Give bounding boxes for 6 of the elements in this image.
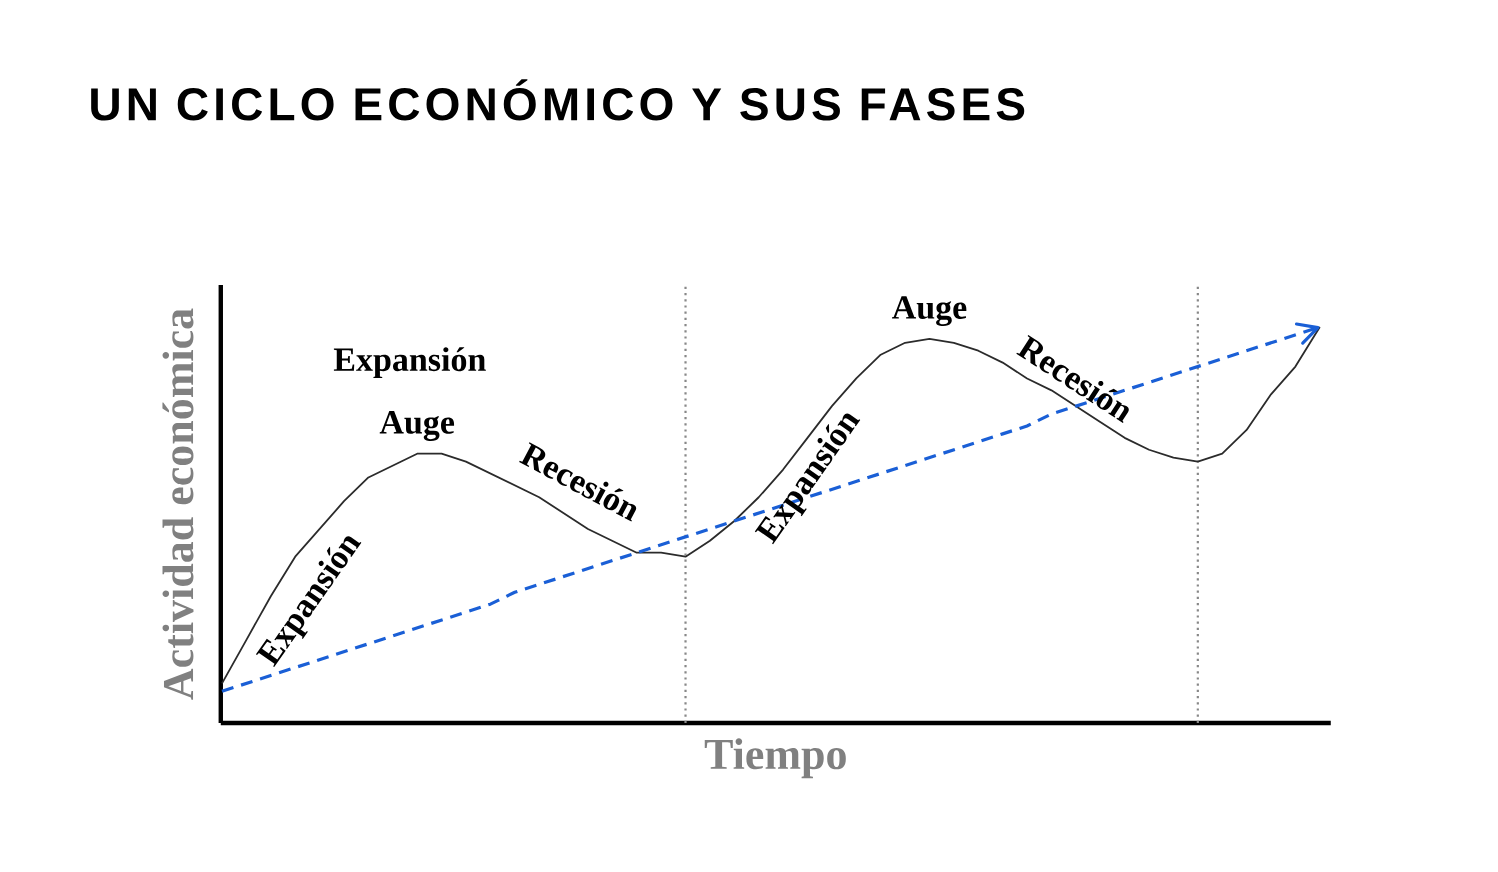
chart-title: UN CICLO ECONÓMICO Y SUS FASES [91,79,1025,121]
text: Auge [892,296,967,327]
x-axis-title: Tiempo [704,738,846,779]
y-axis-title: Actividad económica [162,308,194,700]
annotation: Expansión [333,347,486,379]
annotation: Auge [379,410,455,441]
